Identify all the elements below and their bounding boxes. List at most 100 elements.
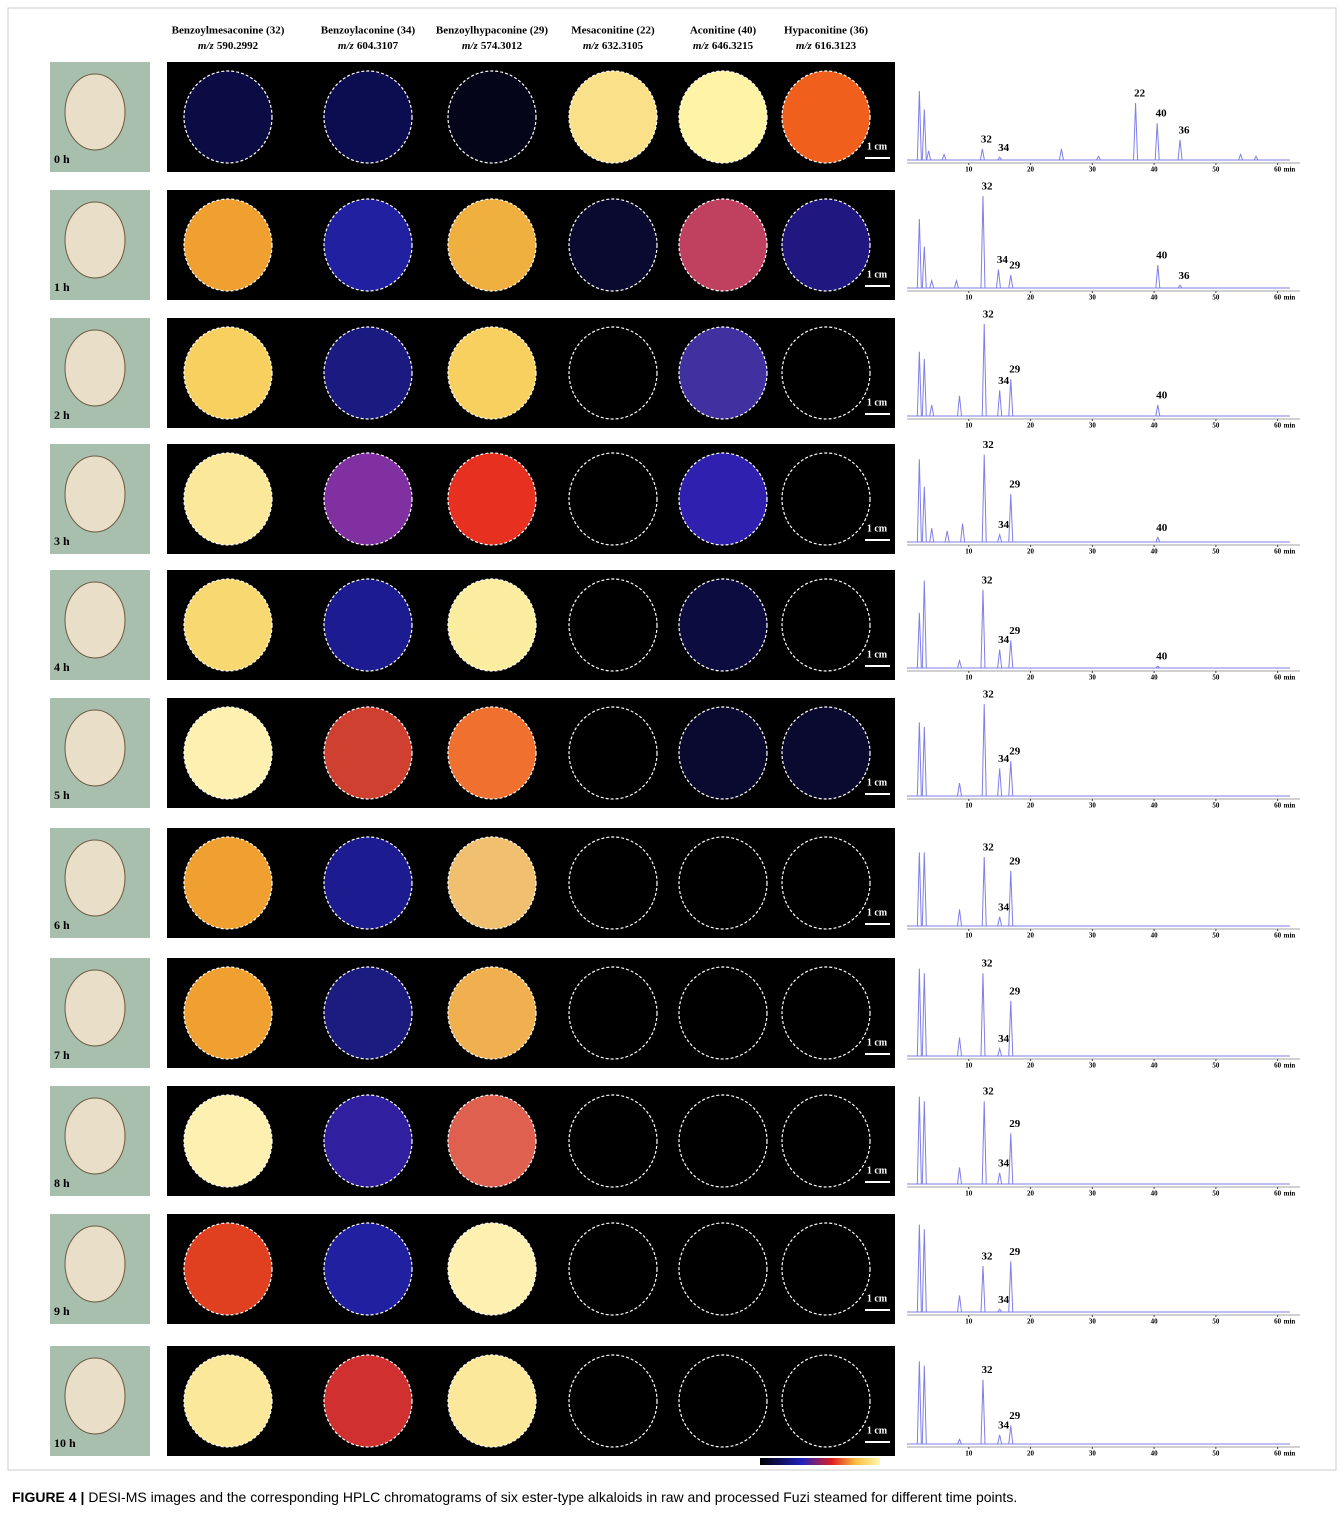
- desi-image: [448, 967, 536, 1059]
- peak: [922, 727, 926, 796]
- x-unit: min: [1284, 932, 1296, 940]
- scale-bar-label: 1 cm: [867, 777, 888, 788]
- peak-label: 34: [998, 375, 1010, 387]
- x-unit: min: [1284, 294, 1296, 302]
- desi-image: [782, 327, 870, 419]
- x-tick-label: 50: [1212, 166, 1220, 174]
- scale-bar-label: 1 cm: [867, 269, 888, 280]
- x-tick-label: 20: [1027, 1190, 1035, 1198]
- peak: [981, 973, 985, 1056]
- peak: [998, 1049, 1002, 1056]
- x-tick-label: 30: [1089, 802, 1097, 810]
- peak: [958, 1038, 962, 1056]
- peak-label: 34: [997, 254, 1009, 266]
- desi-image: [184, 967, 272, 1059]
- column-name: Mesaconitine (22): [571, 25, 655, 37]
- x-tick-label: 10: [965, 1318, 973, 1326]
- desi-image: [569, 707, 657, 799]
- desi-image: [324, 453, 412, 545]
- x-unit: min: [1284, 674, 1296, 682]
- desi-image: [679, 327, 767, 419]
- peak: [982, 704, 986, 796]
- column-mz: m/z632.3105: [583, 40, 644, 52]
- peak-label: 34: [998, 901, 1010, 913]
- peak: [998, 1435, 1002, 1444]
- x-tick-label: 50: [1212, 1318, 1220, 1326]
- x-tick-label: 50: [1212, 422, 1220, 430]
- mz-value: 604.3107: [357, 40, 399, 52]
- x-tick-label: 60: [1274, 1450, 1282, 1458]
- x-tick-label: 40: [1151, 1190, 1159, 1198]
- peak: [942, 154, 946, 160]
- peak: [922, 581, 926, 668]
- peak: [996, 270, 1000, 288]
- peak-label: 34: [998, 634, 1010, 646]
- row-label: 10 h: [54, 1436, 76, 1450]
- peak: [917, 219, 921, 288]
- desi-image: [448, 327, 536, 419]
- x-tick-label: 20: [1027, 166, 1035, 174]
- peak: [958, 1167, 962, 1184]
- mz-value: 590.2992: [217, 40, 259, 52]
- peak: [1009, 275, 1013, 288]
- desi-image: [782, 707, 870, 799]
- peak: [958, 1439, 962, 1444]
- scale-bar-label: 1 cm: [867, 907, 888, 918]
- mz-prefix: m/z: [338, 40, 355, 52]
- desi-image: [184, 1355, 272, 1447]
- peak: [1009, 1133, 1013, 1184]
- scale-bar-label: 1 cm: [867, 141, 888, 152]
- scale-bar-label: 1 cm: [867, 649, 888, 660]
- peak-label: 22: [1134, 87, 1146, 99]
- desi-image: [448, 1223, 536, 1315]
- scale-bar-label: 1 cm: [867, 523, 888, 534]
- column-name: Benzoylmesaconine (32): [172, 25, 285, 37]
- peak: [1009, 494, 1013, 542]
- mz-prefix: m/z: [693, 40, 710, 52]
- x-unit: min: [1284, 166, 1296, 174]
- desi-image: [569, 1355, 657, 1447]
- desi-image: [782, 837, 870, 929]
- peak-label: 34: [998, 1294, 1010, 1306]
- x-tick-label: 40: [1151, 294, 1159, 302]
- column-mz: m/z646.3215: [693, 40, 754, 52]
- x-tick-label: 60: [1274, 932, 1282, 940]
- photo-root: [65, 1226, 125, 1302]
- peak-label: 36: [1179, 270, 1191, 282]
- peak-label: 40: [1156, 250, 1168, 262]
- peak-label: 29: [1009, 625, 1021, 637]
- desi-image: [679, 199, 767, 291]
- peak-label: 34: [998, 142, 1010, 154]
- x-tick-label: 20: [1027, 1318, 1035, 1326]
- desi-image: [448, 199, 536, 291]
- peak: [1156, 537, 1160, 542]
- peak-label: 34: [998, 519, 1010, 531]
- x-tick-label: 50: [1212, 1450, 1220, 1458]
- x-tick-label: 50: [1212, 1062, 1220, 1070]
- desi-image: [569, 199, 657, 291]
- x-tick-label: 60: [1274, 802, 1282, 810]
- peak-label: 40: [1156, 522, 1168, 534]
- desi-image: [569, 1223, 657, 1315]
- photo-root: [65, 202, 125, 278]
- x-tick-label: 10: [965, 674, 973, 682]
- peak-label: 29: [1009, 855, 1021, 867]
- column-name: Hypaconitine (36): [784, 25, 868, 37]
- peak: [958, 909, 962, 926]
- desi-image: [184, 71, 272, 163]
- x-tick-label: 20: [1027, 422, 1035, 430]
- desi-image: [448, 1095, 536, 1187]
- x-tick-label: 60: [1274, 166, 1282, 174]
- row-label: 5 h: [54, 788, 70, 802]
- x-tick-label: 40: [1151, 1062, 1159, 1070]
- x-tick-label: 50: [1212, 548, 1220, 556]
- peak: [1009, 871, 1013, 926]
- desi-image: [324, 1355, 412, 1447]
- x-tick-label: 40: [1151, 932, 1159, 940]
- x-tick-label: 60: [1274, 422, 1282, 430]
- peak: [982, 1101, 986, 1184]
- desi-image: [679, 837, 767, 929]
- x-tick-label: 10: [965, 422, 973, 430]
- x-tick-label: 50: [1212, 1190, 1220, 1198]
- desi-image: [679, 1355, 767, 1447]
